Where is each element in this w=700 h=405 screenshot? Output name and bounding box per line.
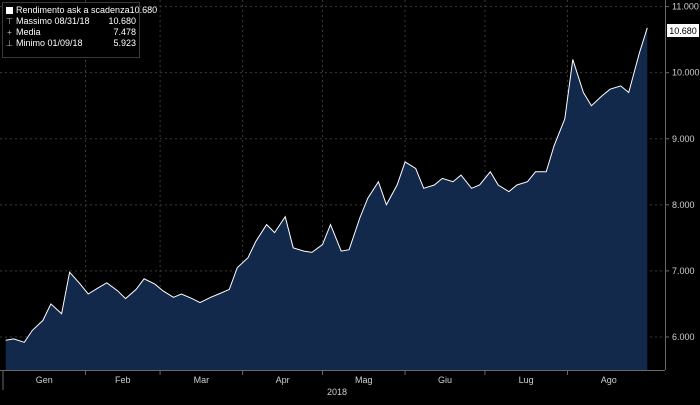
- y-tick-label: 7.000: [672, 266, 695, 276]
- last-value-tag-bg: [667, 24, 699, 37]
- legend-label: Rendimento ask a scadenza: [16, 5, 130, 15]
- min-marker-icon: ⊥: [6, 39, 13, 48]
- legend-value: 10.680: [108, 16, 136, 26]
- y-tick-label: 8.000: [672, 200, 695, 210]
- legend: Rendimento ask a scadenza 10.680 ⊤ Massim…: [2, 2, 157, 58]
- last-value-tag: 10.680: [667, 24, 699, 37]
- legend-item-yield: Rendimento ask a scadenza 10.680: [6, 5, 157, 16]
- legend-label: Media: [16, 27, 41, 37]
- legend-item-avg: + Media 7.478: [6, 27, 136, 38]
- legend-square-icon: [6, 7, 13, 14]
- y-tick-label: 10.000: [672, 68, 700, 78]
- legend-label: Massimo 08/31/18: [16, 16, 90, 26]
- x-tick-label: Giu: [438, 375, 452, 385]
- last-value-tag-text: 10.680: [669, 26, 697, 36]
- x-tick-layer: Gen Feb Mar Apr Mag Giu Lug Ago: [2, 370, 617, 390]
- y-tick-label: 11.000: [672, 2, 699, 12]
- legend-value: 5.923: [113, 38, 136, 48]
- x-tick-label: Mar: [194, 375, 210, 385]
- x-axis-year-label: 2018: [327, 387, 347, 397]
- legend-item-min: ⊥ Minimo 01/09/18 5.923: [6, 38, 136, 49]
- x-tick-label: Gen: [36, 375, 53, 385]
- yield-line: [5, 27, 648, 343]
- average-marker-icon: +: [7, 28, 12, 37]
- max-marker-icon: ⊤: [6, 17, 13, 26]
- y-tick-label: 9.000: [672, 134, 695, 144]
- x-tick-label: Feb: [115, 375, 131, 385]
- legend-label: Minimo 01/09/18: [16, 38, 83, 48]
- y-tick-label: 6.000: [672, 332, 695, 342]
- y-tick-layer: 6.000 7.000 8.000 9.000 10.000 11.000: [665, 2, 700, 342]
- x-tick-label: Apr: [276, 375, 290, 385]
- legend-value: 7.478: [113, 27, 136, 37]
- x-tick-label: Mag: [355, 375, 373, 385]
- x-tick-label: Lug: [519, 375, 534, 385]
- legend-value: 10.680: [129, 5, 158, 15]
- yield-area: [5, 27, 648, 371]
- x-tick-label: Ago: [601, 375, 617, 385]
- legend-item-max: ⊤ Massimo 08/31/18 10.680: [6, 16, 136, 27]
